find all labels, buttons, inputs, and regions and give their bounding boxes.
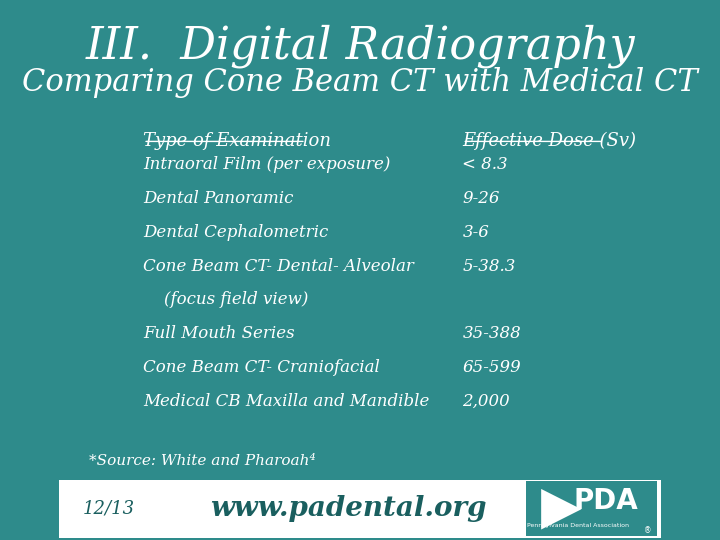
Text: 3-6: 3-6	[462, 224, 490, 241]
Text: Dental Cephalometric: Dental Cephalometric	[143, 224, 328, 241]
Text: < 8.3: < 8.3	[462, 156, 508, 173]
Text: Effective Dose (Sv): Effective Dose (Sv)	[462, 132, 636, 150]
Text: Comparing Cone Beam CT with Medical CT: Comparing Cone Beam CT with Medical CT	[22, 67, 698, 98]
Text: www.padental.org: www.padental.org	[210, 495, 486, 522]
Text: Cone Beam CT- Craniofacial: Cone Beam CT- Craniofacial	[143, 359, 380, 376]
Text: Pennsylvania Dental Association: Pennsylvania Dental Association	[527, 523, 629, 528]
Text: *Source: White and Pharoah⁴: *Source: White and Pharoah⁴	[89, 454, 315, 468]
Text: 35-388: 35-388	[462, 325, 521, 342]
Text: Dental Panoramic: Dental Panoramic	[143, 190, 294, 207]
Text: ▶: ▶	[541, 481, 581, 533]
Text: 65-599: 65-599	[462, 359, 521, 376]
Text: Intraoral Film (per exposure): Intraoral Film (per exposure)	[143, 156, 390, 173]
Text: 5-38.3: 5-38.3	[462, 258, 516, 274]
FancyBboxPatch shape	[59, 480, 661, 538]
FancyBboxPatch shape	[526, 481, 657, 536]
Text: 12/13: 12/13	[83, 500, 135, 518]
Text: ®: ®	[644, 526, 652, 535]
Text: Cone Beam CT- Dental- Alveolar: Cone Beam CT- Dental- Alveolar	[143, 258, 414, 274]
Text: Medical CB Maxilla and Mandible: Medical CB Maxilla and Mandible	[143, 393, 430, 410]
Text: (focus field view): (focus field view)	[143, 292, 309, 308]
Text: 2,000: 2,000	[462, 393, 510, 410]
Text: Type of Examination: Type of Examination	[143, 132, 331, 150]
Text: III.  Digital Radiography: III. Digital Radiography	[85, 24, 635, 68]
Text: 9-26: 9-26	[462, 190, 500, 207]
Text: PDA: PDA	[574, 487, 639, 515]
Text: Full Mouth Series: Full Mouth Series	[143, 325, 294, 342]
